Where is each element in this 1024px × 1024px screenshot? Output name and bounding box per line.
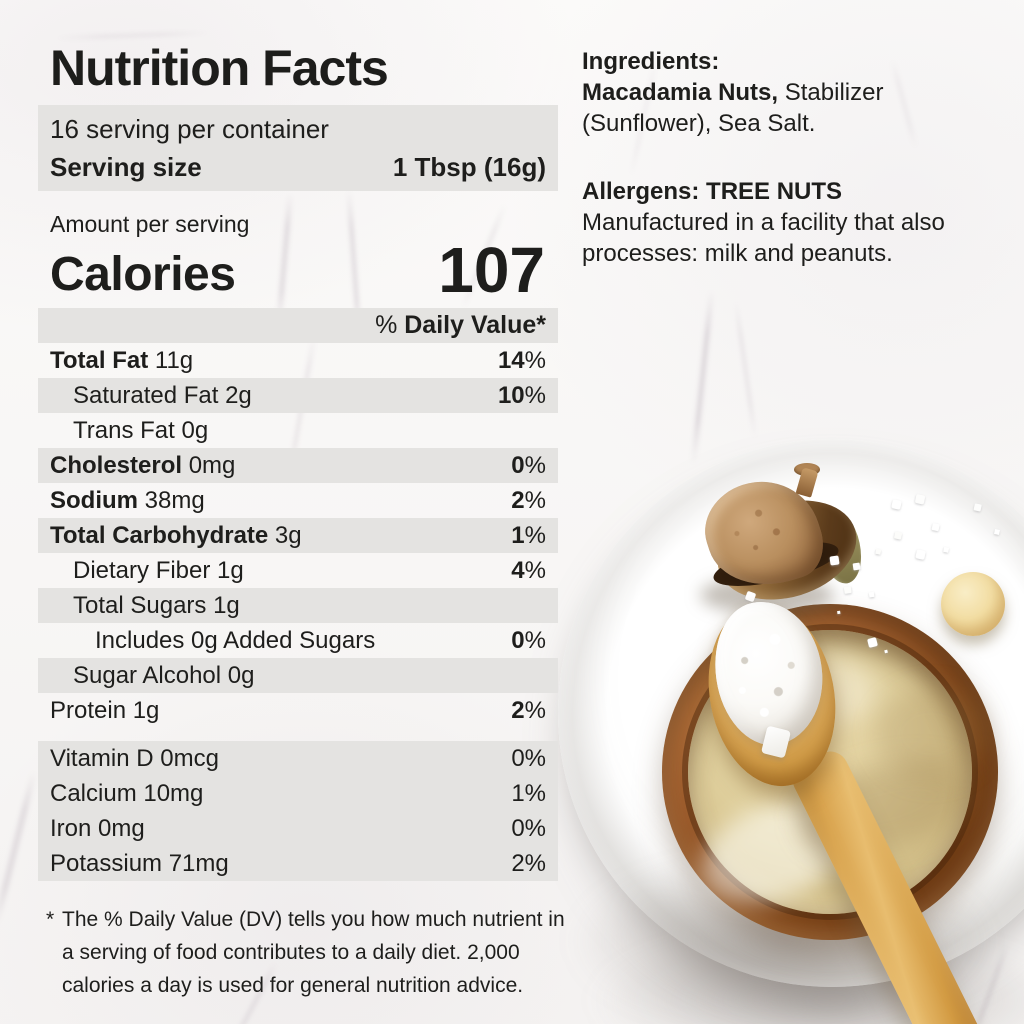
footnote-line: calories a day is used for general nutri… [62, 974, 524, 997]
vitamins-block: Vitamin D 0mcg 0% Calcium 10mg 1% Iron 0mg… [38, 741, 558, 881]
salt-flakes-cluster [829, 555, 840, 566]
daily-value-footnote: * The % Daily Value (DV) tells you how m… [46, 903, 582, 1002]
row-sugar-alcohol: Sugar Alcohol 0g [38, 658, 558, 693]
row-calcium: Calcium 10mg 1% [50, 779, 546, 807]
peeled-macadamia-nut [941, 572, 1005, 636]
label-title: Nutrition Facts [50, 40, 389, 96]
ingredients-panel: Ingredients: Macadamia Nuts, Stabilizer … [582, 46, 1012, 269]
butter-swirl-shadow [876, 688, 986, 780]
row-protein: Protein 1g 2% [50, 696, 546, 724]
allergens-heading: Allergens: TREE NUTS [582, 178, 843, 205]
allergens-line: Manufactured in a facility that also [582, 209, 945, 236]
row-added-sugars: Includes 0g Added Sugars 0% [95, 626, 546, 654]
row-cholesterol: Cholesterol 0mg 0% [38, 448, 558, 483]
row-total-sugars: Total Sugars 1g [38, 588, 558, 623]
allergens-line: processes: milk and peanuts. [582, 240, 893, 267]
row-potassium: Potassium 71mg 2% [50, 849, 546, 877]
serving-info-band: 16 serving per container Serving size 1 … [38, 105, 558, 191]
daily-value-prefix: % [375, 311, 405, 339]
serving-size-row: Serving size 1 Tbsp (16g) [50, 149, 546, 185]
row-iron: Iron 0mg 0% [50, 814, 546, 842]
allergens-block: Allergens: TREE NUTS Manufactured in a f… [582, 176, 1012, 269]
nutrient-table: Total Fat 11g 14% Saturated Fat 2g 10% T… [38, 343, 558, 728]
ingredients-line: (Sunflower), Sea Salt. [582, 110, 816, 137]
amount-per-serving: Amount per serving [50, 211, 250, 237]
row-dietary-fiber: Dietary Fiber 1g 4% [73, 556, 546, 584]
ingredients-line: Macadamia Nuts, Stabilizer [582, 79, 884, 106]
serving-size-value: 1 Tbsp (16g) [392, 152, 546, 182]
footnote-line: The % Daily Value (DV) tells you how muc… [62, 908, 565, 931]
daily-value-bold: Daily Value* [404, 311, 546, 339]
ingredients-block: Ingredients: Macadamia Nuts, Stabilizer … [582, 46, 1012, 139]
row-vitamin-d: Vitamin D 0mcg 0% [50, 744, 546, 772]
calories-label: Calories [50, 248, 236, 301]
row-saturated-fat: Saturated Fat 2g 10% [38, 378, 558, 413]
calories-row: Calories 107 [50, 234, 545, 302]
row-total-fat: Total Fat 11g 14% [50, 346, 546, 374]
row-sodium: Sodium 38mg 2% [50, 486, 546, 514]
calories-value: 107 [438, 234, 545, 306]
row-trans-fat: Trans Fat 0g [73, 416, 209, 444]
footnote-line: a serving of food contributes to a daily… [62, 941, 520, 964]
daily-value-header: % Daily Value* [38, 308, 558, 343]
serving-size-label: Serving size [50, 152, 202, 182]
ingredients-heading: Ingredients: [582, 48, 720, 75]
footnote-asterisk: * [46, 908, 55, 931]
servings-per-container: 16 serving per container [50, 114, 329, 144]
salt-flakes-cluster [891, 499, 902, 510]
row-total-carbohydrate: Total Carbohydrate 3g 1% [38, 518, 558, 553]
